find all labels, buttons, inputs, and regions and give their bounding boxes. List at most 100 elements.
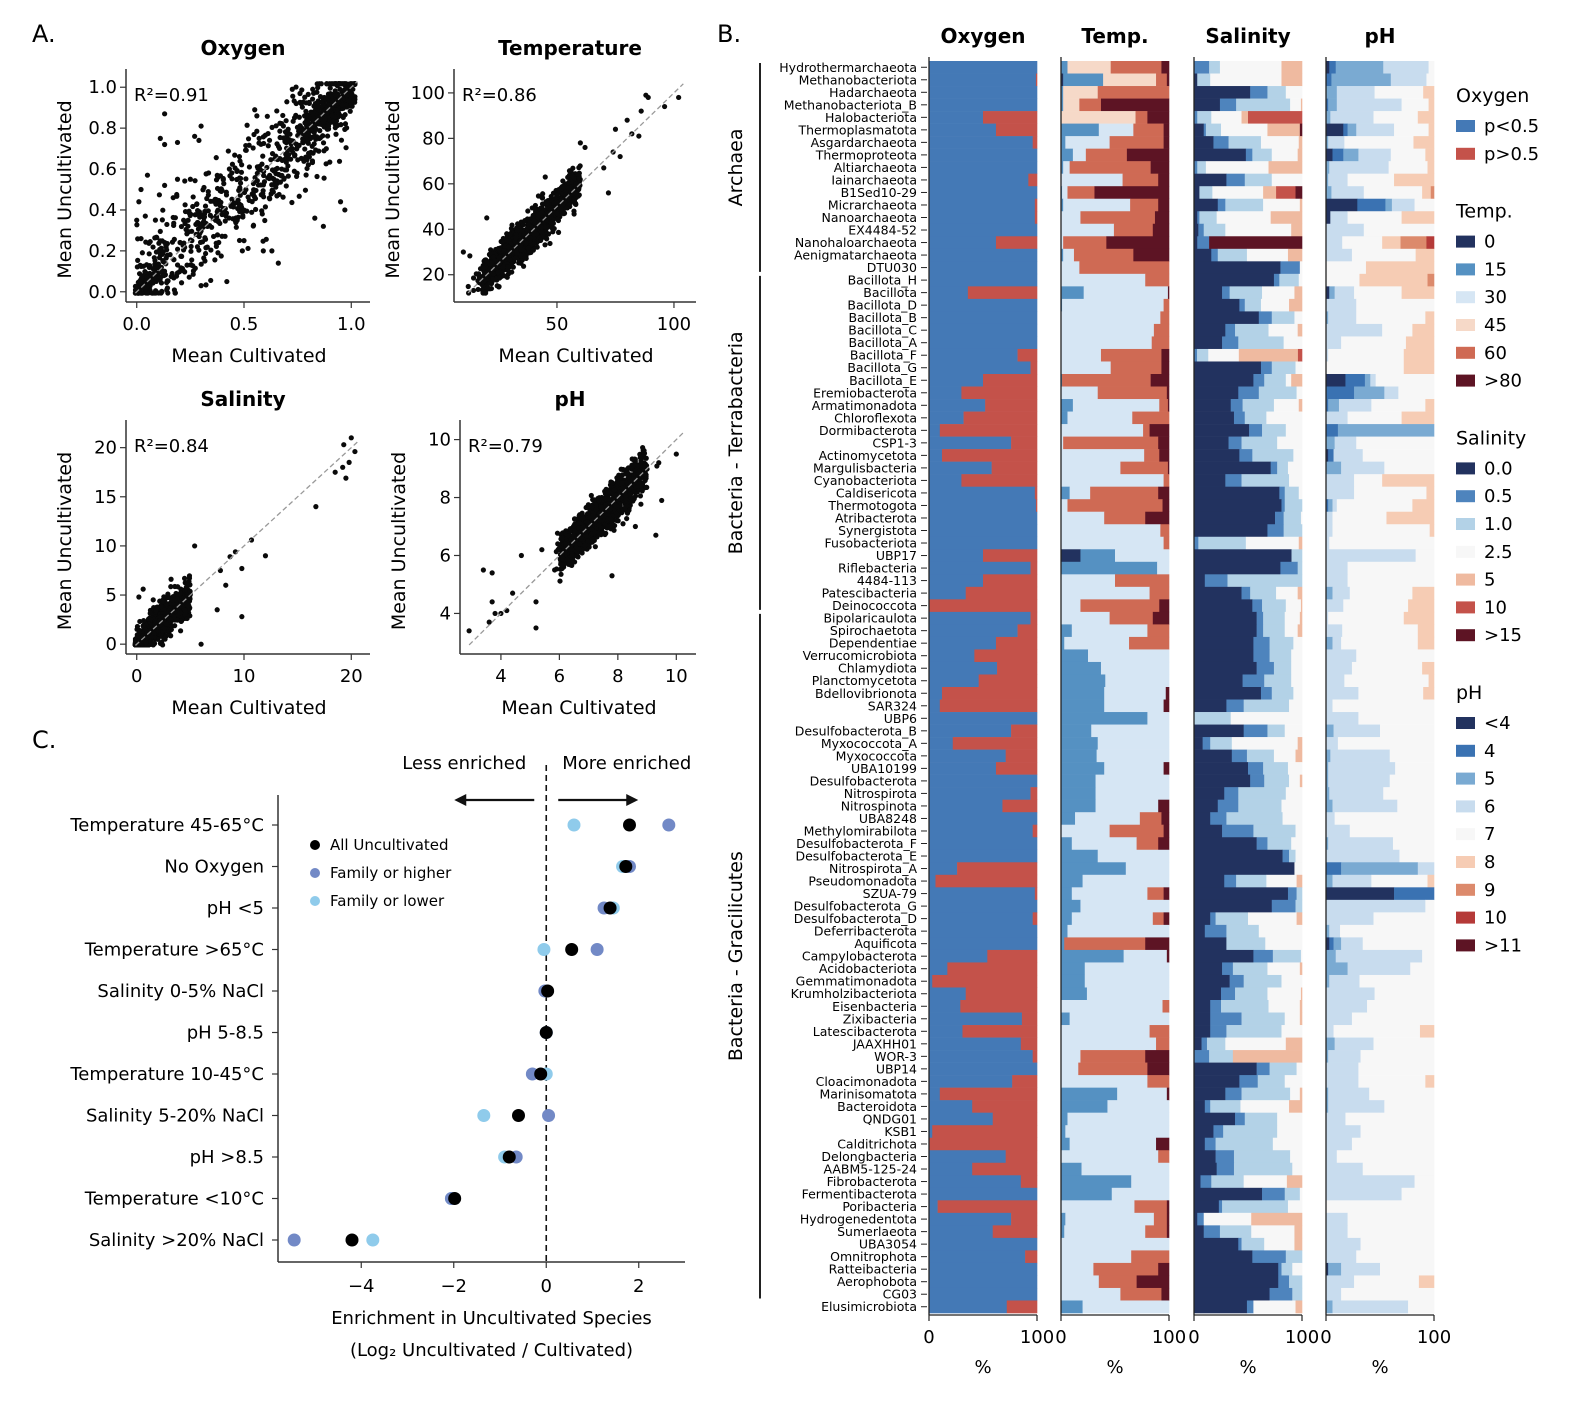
data-point [348,435,354,441]
data-point [171,236,177,242]
data-point [470,287,477,294]
data-point [224,278,230,285]
data-point [302,94,308,100]
data-point [208,277,214,284]
data-point [151,271,158,277]
data-point [159,217,165,223]
data-point [134,222,140,228]
data-point [465,283,471,290]
data-point [524,225,531,231]
data-point [566,185,572,191]
data-point [188,248,194,254]
data-point [203,245,209,251]
data-point [636,468,642,475]
data-point [260,153,266,159]
data-point [262,217,268,224]
data-point [268,157,274,163]
data-point [570,165,576,171]
x-tick-label: 1.0 [337,314,366,335]
data-point [305,91,311,97]
data-point [229,196,235,202]
data-point [157,246,163,253]
data-point [220,177,226,183]
data-point [542,174,548,180]
data-point [560,178,566,184]
data-point [515,221,521,227]
data-point [188,243,194,250]
data-point [530,212,536,219]
data-point [232,200,238,206]
data-point [221,181,227,187]
x-tick-label: 0.5 [230,314,259,335]
data-point [484,259,490,265]
data-point [290,138,296,144]
data-point [205,189,211,195]
chart-title: Salinity [200,387,285,411]
data-point [638,108,644,114]
data-point [202,203,209,209]
data-point [229,161,236,167]
data-point [186,274,192,280]
data-point [341,442,347,448]
y-tick-label: 15 [94,487,117,508]
data-point [157,228,163,235]
data-point [283,183,289,189]
data-point [178,223,185,230]
data-point [201,218,207,225]
data-point [272,180,278,186]
data-point [298,100,304,107]
data-point [142,213,148,219]
data-point [177,590,183,596]
data-point [152,217,159,223]
data-point [147,610,153,616]
data-point [260,248,266,254]
data-point [208,247,214,253]
data-point [138,235,144,242]
data-point [310,111,316,117]
data-point [577,140,583,146]
data-point [137,262,143,268]
data-point [214,232,221,238]
data-point [574,191,580,197]
data-point [240,212,246,219]
data-point [467,253,473,259]
data-point [251,131,257,138]
data-point [164,221,170,228]
data-point [320,119,327,125]
data-point [310,115,317,121]
data-point [624,515,630,522]
data-point [484,284,491,291]
data-point [167,252,173,258]
data-point [214,607,220,613]
data-point [321,148,327,154]
data-point [288,156,294,162]
data-point [144,290,150,296]
identity-line [135,441,358,646]
data-point [638,501,644,507]
y-axis-label: Mean Uncultivated [54,452,76,630]
data-point [335,100,342,106]
data-point [196,137,202,144]
data-point [259,211,265,217]
data-point [314,89,320,95]
data-point [535,211,541,218]
data-point [540,191,546,197]
data-point [178,280,185,286]
data-point [174,262,181,268]
data-point [245,194,251,200]
data-point [190,203,196,210]
data-point [158,290,164,296]
data-point [179,253,185,259]
chart-title: Oxygen [200,36,285,60]
data-point [223,582,229,588]
data-point [190,268,197,274]
data-point [303,113,309,119]
data-point [487,280,493,286]
data-point [490,254,496,260]
data-point [276,145,283,152]
data-point [293,84,299,90]
data-point [617,153,623,160]
data-point [201,211,208,217]
data-point [297,123,303,129]
